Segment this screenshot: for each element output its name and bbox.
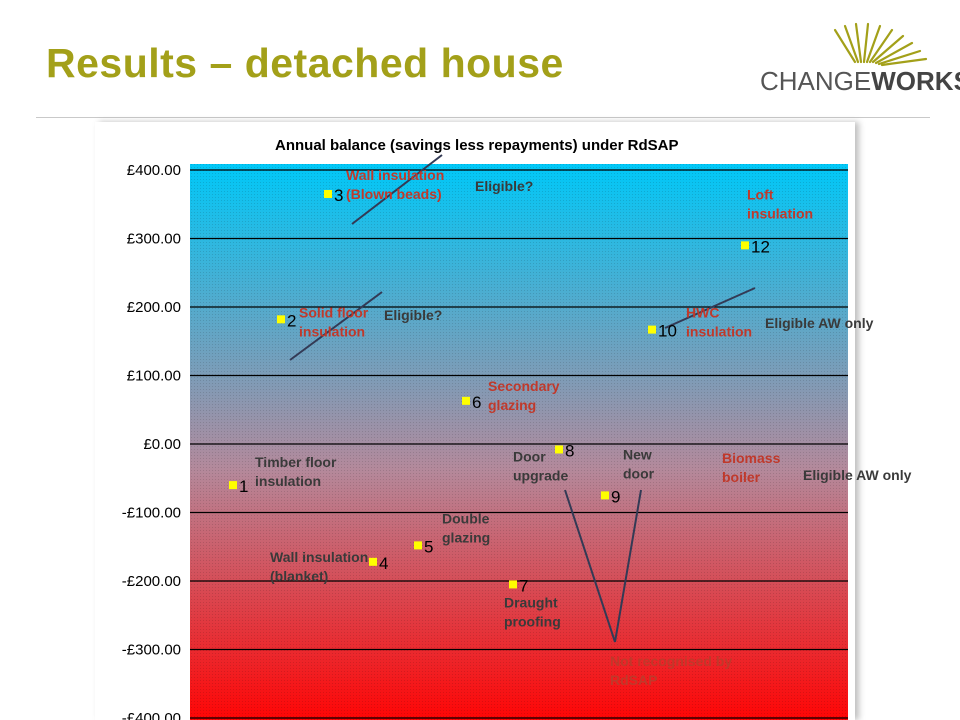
point-label: glazing <box>442 529 490 545</box>
point-label: glazing <box>488 397 536 413</box>
annotation-line <box>614 489 642 643</box>
point-label: Wall insulation <box>346 167 444 183</box>
point-number: 6 <box>472 393 481 412</box>
point-number: 5 <box>424 537 433 556</box>
point-number: 4 <box>379 554 388 573</box>
point-number: 12 <box>751 237 770 256</box>
y-tick-label: £300.00 <box>127 231 181 248</box>
point-number: 9 <box>611 487 620 506</box>
data-point <box>414 541 422 550</box>
slide-title: Results – detached house <box>46 40 564 86</box>
sunrise-rays-icon <box>833 22 928 67</box>
scatter-chart: Annual balance (savings less repayments)… <box>122 137 912 720</box>
biomass-boiler-label: boiler <box>722 469 761 485</box>
data-point <box>229 481 237 490</box>
y-tick-label: -£300.00 <box>122 642 181 659</box>
point-number: 8 <box>565 441 574 460</box>
logo-text: CHANGEWORKS <box>760 66 960 96</box>
point-label: Door <box>513 448 546 464</box>
annotation-line <box>664 287 756 329</box>
changeworks-logo: CHANGEWORKS <box>760 22 960 97</box>
y-tick-label: -£200.00 <box>122 573 181 590</box>
point-label: Wall insulation <box>270 549 368 565</box>
data-point <box>369 557 377 566</box>
point-number: 7 <box>519 576 528 595</box>
eligible-aw-annotation: Eligible AW only <box>803 467 912 483</box>
point-label: Draught <box>504 594 558 610</box>
point-label: insulation <box>299 323 365 339</box>
y-tick-label: £0.00 <box>143 436 181 453</box>
point-number: 3 <box>334 186 343 205</box>
y-tick-label: -£400.00 <box>122 710 181 720</box>
point-label: (Blown beads) <box>346 186 442 202</box>
eligible-annotation: Eligible? <box>384 307 442 323</box>
data-point <box>555 445 563 454</box>
point-label: (blanket) <box>270 568 328 584</box>
point-label: upgrade <box>513 467 568 483</box>
y-tick-label: £200.00 <box>127 299 181 316</box>
data-point <box>741 241 749 250</box>
data-point <box>648 325 656 334</box>
point-label: HWC <box>686 305 719 321</box>
point-number: 1 <box>239 477 248 496</box>
title-divider <box>36 117 930 118</box>
point-label: proofing <box>504 613 561 629</box>
not-recognised-label: Not recognised by <box>610 653 732 669</box>
y-tick-label: £100.00 <box>127 368 181 385</box>
data-point <box>324 189 332 198</box>
point-label: Double <box>442 510 490 526</box>
not-recognised-label: RdSAP <box>610 672 657 688</box>
point-label: Loft <box>747 186 774 202</box>
data-point <box>601 491 609 500</box>
point-label: insulation <box>686 324 752 340</box>
point-label: insulation <box>747 205 813 221</box>
point-label: Timber floor <box>255 454 337 470</box>
y-tick-label: -£100.00 <box>122 505 181 522</box>
eligible-aw-annotation: Eligible AW only <box>765 315 874 331</box>
y-tick-label: £400.00 <box>127 162 181 179</box>
annotation-line <box>351 154 443 225</box>
biomass-boiler-label: Biomass <box>722 450 781 466</box>
data-point <box>509 580 517 589</box>
data-point <box>277 315 285 324</box>
chart-area: Annual balance (savings less repayments)… <box>95 122 912 720</box>
point-label: door <box>623 465 655 481</box>
data-point <box>462 396 470 405</box>
chart-title: Annual balance (savings less repayments)… <box>275 137 678 154</box>
annotation-line <box>564 489 616 643</box>
point-label: insulation <box>255 473 321 489</box>
point-number: 10 <box>658 322 677 341</box>
eligible-annotation: Eligible? <box>475 178 533 194</box>
point-label: Solid floor <box>299 304 369 320</box>
point-number: 2 <box>287 311 296 330</box>
annotation-line <box>289 291 383 361</box>
plot-texture <box>190 164 848 720</box>
point-label: Secondary <box>488 378 560 394</box>
point-label: New <box>623 446 652 462</box>
